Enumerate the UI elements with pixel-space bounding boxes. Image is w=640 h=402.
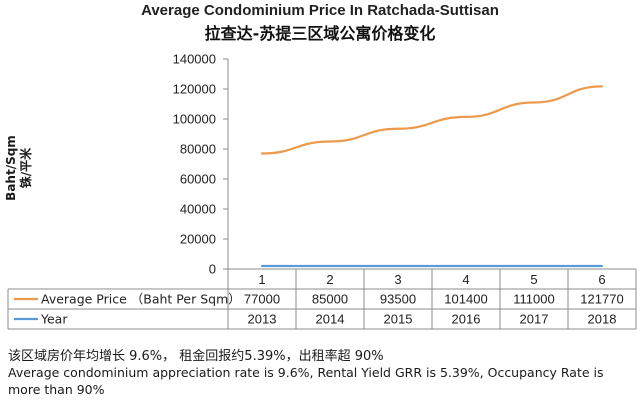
legend-label-average-price: Average Price （Baht Per Sqm） <box>41 292 241 307</box>
table-cell-value: 2015 <box>384 312 413 327</box>
y-tick-label: 120000 <box>173 82 216 97</box>
table-cell-value: 111000 <box>513 292 554 307</box>
x-category-label: 2 <box>326 272 333 287</box>
y-tick-label: 140000 <box>173 52 216 67</box>
table-cell-value: 85000 <box>312 292 348 307</box>
y-tick-label: 40000 <box>180 202 216 217</box>
y-tick-label: 100000 <box>173 112 216 127</box>
table-cell-value: 2017 <box>520 312 549 327</box>
footer-note-zh: 该区域房价年均增长 9.6%， 租金回报约5.39%，出租率超 90% <box>8 349 384 364</box>
y-tick-label: 80000 <box>180 142 216 157</box>
x-category-label: 3 <box>394 272 401 287</box>
chart-title: Average Condominium Price In Ratchada-Su… <box>141 2 499 19</box>
table-cell-value: 2018 <box>588 312 617 327</box>
y-tick-label: 20000 <box>180 232 216 247</box>
legend-label-year: Year <box>40 312 68 327</box>
table-cell-value: 77000 <box>244 292 280 307</box>
x-category-label: 4 <box>462 272 469 287</box>
table-cell-value: 2013 <box>248 312 277 327</box>
table-cell-value: 2014 <box>316 312 345 327</box>
table-cell-value: 2016 <box>452 312 481 327</box>
footer-note-en: Average condominium appreciation rate is… <box>8 365 604 397</box>
x-category-label: 1 <box>258 272 265 287</box>
chart-subtitle: 拉查达-苏提三区域公寓价格变化 <box>204 24 436 43</box>
table-cell-value: 101400 <box>444 292 487 307</box>
table-cell-value: 121770 <box>580 292 623 307</box>
table-cell-value: 93500 <box>380 292 416 307</box>
x-category-label: 5 <box>530 272 537 287</box>
series-line-average-price <box>260 85 604 155</box>
y-tick-label: 60000 <box>180 172 216 187</box>
x-category-label: 6 <box>598 272 605 287</box>
y-tick-label: 0 <box>209 262 216 277</box>
